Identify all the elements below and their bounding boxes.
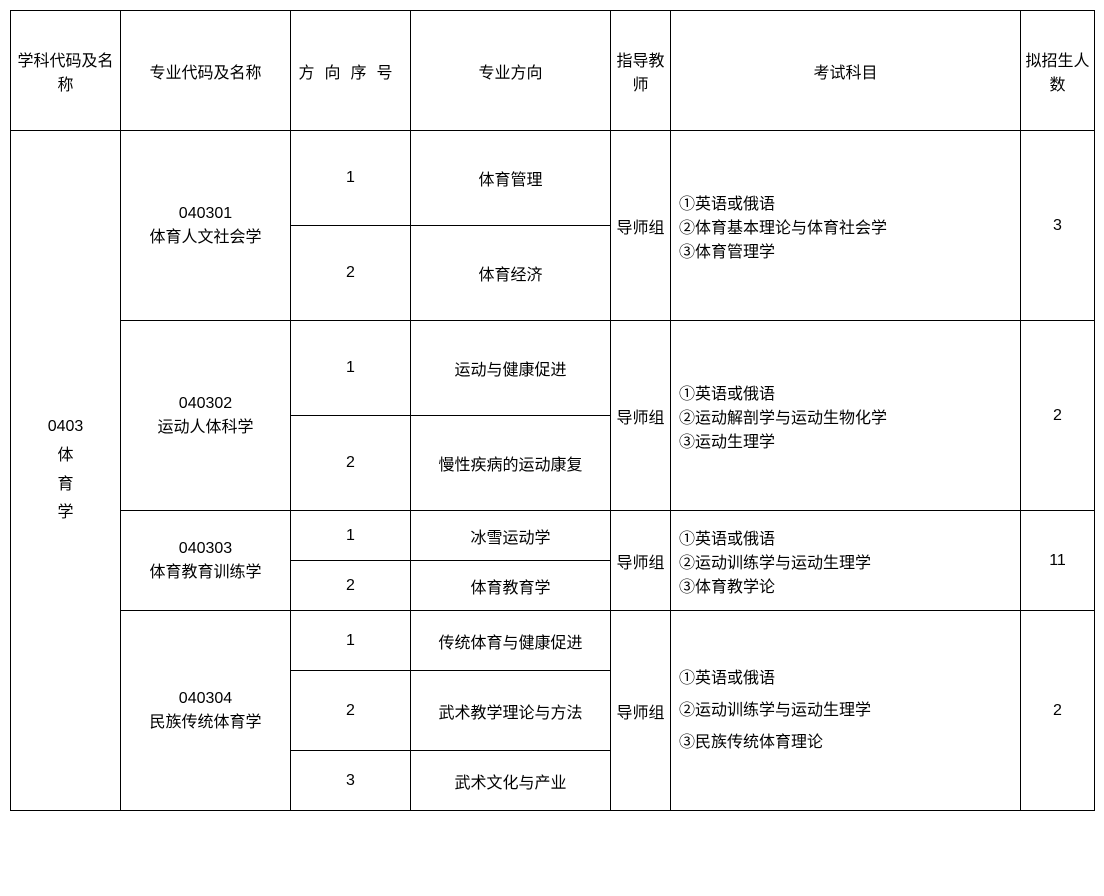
major-code: 040304 bbox=[125, 690, 286, 708]
exam-line: ②运动训练学与运动生理学 bbox=[679, 695, 1016, 727]
discipline-name-line: 体 bbox=[15, 442, 116, 471]
table-header-row: 学科代码及名称 专业代码及名称 方向序号 专业方向 指导教师 考试科目 拟招生人… bbox=[11, 11, 1095, 131]
exam-line: ③民族传统体育理论 bbox=[679, 727, 1016, 759]
discipline-name-line: 育 bbox=[15, 471, 116, 500]
major-name: 体育教育训练学 bbox=[125, 558, 286, 582]
dirnum-cell: 3 bbox=[291, 751, 411, 811]
direction-cell: 体育经济 bbox=[411, 226, 611, 321]
major-name: 运动人体科学 bbox=[125, 413, 286, 437]
advisor-cell: 导师组 bbox=[611, 131, 671, 321]
header-dirnum: 方向序号 bbox=[291, 11, 411, 131]
direction-cell: 运动与健康促进 bbox=[411, 321, 611, 416]
table-row: 0403 体 育 学 040301 体育人文社会学 1 体育管理 导师组 ①英语… bbox=[11, 131, 1095, 226]
major-name: 体育人文社会学 bbox=[125, 223, 286, 247]
table-row: 040302 运动人体科学 1 运动与健康促进 导师组 ①英语或俄语 ②运动解剖… bbox=[11, 321, 1095, 416]
dirnum-cell: 2 bbox=[291, 226, 411, 321]
dirnum-cell: 1 bbox=[291, 511, 411, 561]
header-direction: 专业方向 bbox=[411, 11, 611, 131]
direction-cell: 冰雪运动学 bbox=[411, 511, 611, 561]
quota-cell: 2 bbox=[1021, 611, 1095, 811]
major-cell: 040304 民族传统体育学 bbox=[121, 611, 291, 811]
exam-cell: ①英语或俄语 ②运动训练学与运动生理学 ③体育教学论 bbox=[671, 511, 1021, 611]
major-name: 民族传统体育学 bbox=[125, 708, 286, 732]
exam-line: ③体育管理学 bbox=[679, 238, 1016, 262]
advisor-cell: 导师组 bbox=[611, 611, 671, 811]
exam-cell: ①英语或俄语 ②运动训练学与运动生理学 ③民族传统体育理论 bbox=[671, 611, 1021, 811]
dirnum-cell: 1 bbox=[291, 321, 411, 416]
direction-cell: 体育管理 bbox=[411, 131, 611, 226]
header-discipline: 学科代码及名称 bbox=[11, 11, 121, 131]
header-exam: 考试科目 bbox=[671, 11, 1021, 131]
quota-cell: 11 bbox=[1021, 511, 1095, 611]
discipline-cell: 0403 体 育 学 bbox=[11, 131, 121, 811]
major-code: 040302 bbox=[125, 395, 286, 413]
quota-cell: 2 bbox=[1021, 321, 1095, 511]
dirnum-cell: 1 bbox=[291, 611, 411, 671]
exam-cell: ①英语或俄语 ②运动解剖学与运动生物化学 ③运动生理学 bbox=[671, 321, 1021, 511]
table-row: 040303 体育教育训练学 1 冰雪运动学 导师组 ①英语或俄语 ②运动训练学… bbox=[11, 511, 1095, 561]
exam-line: ②运动训练学与运动生理学 bbox=[679, 549, 1016, 573]
exam-line: ①英语或俄语 bbox=[679, 190, 1016, 214]
exam-cell: ①英语或俄语 ②体育基本理论与体育社会学 ③体育管理学 bbox=[671, 131, 1021, 321]
exam-line: ①英语或俄语 bbox=[679, 380, 1016, 404]
direction-cell: 慢性疾病的运动康复 bbox=[411, 416, 611, 511]
header-advisor: 指导教师 bbox=[611, 11, 671, 131]
discipline-code: 0403 bbox=[15, 413, 116, 442]
advisor-cell: 导师组 bbox=[611, 321, 671, 511]
header-major: 专业代码及名称 bbox=[121, 11, 291, 131]
exam-line: ③体育教学论 bbox=[679, 573, 1016, 597]
major-cell: 040301 体育人文社会学 bbox=[121, 131, 291, 321]
table-row: 040304 民族传统体育学 1 传统体育与健康促进 导师组 ①英语或俄语 ②运… bbox=[11, 611, 1095, 671]
major-code: 040303 bbox=[125, 540, 286, 558]
major-cell: 040302 运动人体科学 bbox=[121, 321, 291, 511]
header-quota: 拟招生人数 bbox=[1021, 11, 1095, 131]
exam-line: ①英语或俄语 bbox=[679, 663, 1016, 695]
direction-cell: 体育教育学 bbox=[411, 561, 611, 611]
major-cell: 040303 体育教育训练学 bbox=[121, 511, 291, 611]
dirnum-cell: 1 bbox=[291, 131, 411, 226]
exam-line: ③运动生理学 bbox=[679, 428, 1016, 452]
discipline-name-line: 学 bbox=[15, 499, 116, 528]
direction-cell: 武术文化与产业 bbox=[411, 751, 611, 811]
exam-line: ①英语或俄语 bbox=[679, 525, 1016, 549]
advisor-cell: 导师组 bbox=[611, 511, 671, 611]
dirnum-cell: 2 bbox=[291, 671, 411, 751]
table-body: 0403 体 育 学 040301 体育人文社会学 1 体育管理 导师组 ①英语… bbox=[11, 131, 1095, 811]
exam-line: ②体育基本理论与体育社会学 bbox=[679, 214, 1016, 238]
direction-cell: 传统体育与健康促进 bbox=[411, 611, 611, 671]
major-code: 040301 bbox=[125, 205, 286, 223]
exam-line: ②运动解剖学与运动生物化学 bbox=[679, 404, 1016, 428]
quota-cell: 3 bbox=[1021, 131, 1095, 321]
dirnum-cell: 2 bbox=[291, 416, 411, 511]
dirnum-cell: 2 bbox=[291, 561, 411, 611]
admissions-table: 学科代码及名称 专业代码及名称 方向序号 专业方向 指导教师 考试科目 拟招生人… bbox=[10, 10, 1095, 811]
direction-cell: 武术教学理论与方法 bbox=[411, 671, 611, 751]
